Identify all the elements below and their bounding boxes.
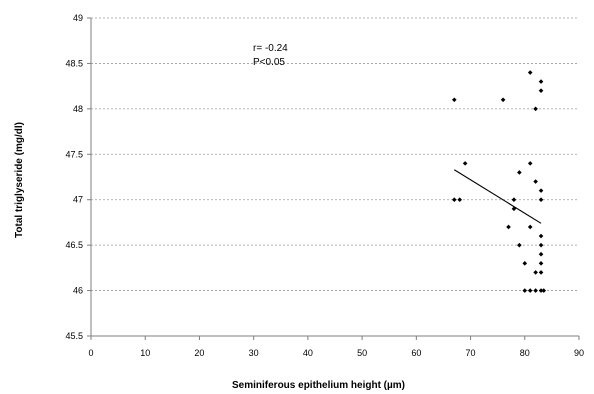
trend-line — [453, 169, 542, 224]
x-tick-label: 90 — [574, 348, 584, 358]
x-axis-title: Seminiferous epithelium height (µm) — [232, 380, 405, 391]
data-point — [522, 261, 528, 266]
data-point — [500, 97, 506, 103]
data-point — [511, 197, 517, 203]
y-tick-label: 46.5 — [65, 240, 83, 250]
data-point — [541, 288, 547, 293]
correlation-annotation: r= -0.24 — [253, 43, 288, 54]
data-point — [533, 270, 538, 275]
x-tick-label: 30 — [249, 348, 259, 358]
data-point — [527, 161, 533, 166]
data-point — [457, 197, 463, 203]
data-point — [538, 188, 544, 193]
data-point — [517, 170, 522, 175]
data-point — [538, 288, 544, 293]
data-point — [538, 251, 544, 257]
x-tick-label: 80 — [520, 348, 530, 358]
y-tick-label: 47 — [73, 195, 83, 205]
x-tick-label: 60 — [411, 348, 421, 358]
data-point — [451, 197, 457, 203]
x-tick-label: 20 — [194, 348, 204, 358]
data-point — [538, 79, 544, 84]
data-points — [451, 70, 547, 293]
data-point — [527, 288, 533, 293]
data-point — [538, 270, 544, 275]
data-point — [462, 161, 468, 166]
y-axis-ticks: 45.5 46 46.5 47 47.5 48 48.5 49 — [65, 13, 91, 341]
data-point — [538, 88, 544, 93]
data-point — [538, 197, 544, 203]
y-tick-label: 48.5 — [65, 58, 83, 68]
y-tick-label: 46 — [73, 286, 83, 296]
data-point — [527, 224, 533, 230]
y-tick-label: 48 — [73, 104, 83, 114]
y-tick-label: 45.5 — [65, 331, 83, 341]
y-axis-title: Total triglyseride (mg/dl) — [14, 122, 25, 238]
data-point — [538, 233, 544, 239]
x-tick-label: 10 — [140, 348, 150, 358]
data-point — [533, 288, 538, 293]
y-tick-label: 49 — [73, 13, 83, 23]
x-tick-label: 70 — [466, 348, 476, 358]
x-axis-ticks: 0 10 20 30 40 50 60 70 80 90 — [88, 336, 584, 358]
grid-lines — [91, 17, 579, 291]
data-point — [506, 224, 511, 230]
data-point — [538, 242, 544, 248]
x-tick-label: 50 — [357, 348, 367, 358]
data-point — [527, 70, 533, 75]
data-point — [533, 179, 538, 184]
y-tick-label: 47.5 — [65, 149, 83, 159]
p-value-annotation: P<0.05 — [253, 57, 285, 68]
data-point — [538, 261, 544, 266]
data-point — [451, 97, 457, 103]
x-tick-label: 40 — [303, 348, 313, 358]
x-tick-label: 0 — [88, 348, 93, 358]
data-point — [522, 288, 528, 293]
data-point — [533, 106, 538, 112]
data-point — [517, 242, 522, 248]
